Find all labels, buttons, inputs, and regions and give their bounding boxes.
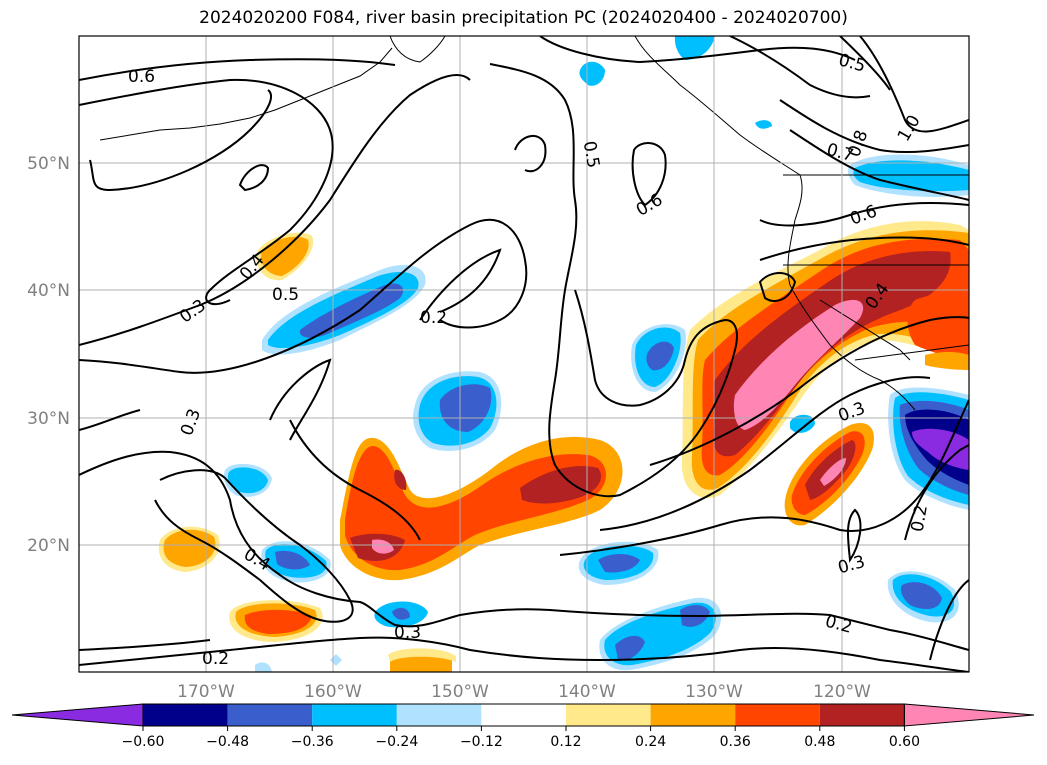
colorbar-tick-label: −0.24 (375, 734, 418, 750)
contour-label: 0.5 (579, 140, 603, 170)
lon-label: 160°W (304, 682, 362, 702)
contour-label: 0.6 (128, 67, 155, 87)
colorbar-tick-label: 0.24 (635, 734, 666, 750)
colorbar-segment (396, 704, 482, 726)
contour-label: 0.5 (836, 50, 867, 76)
contour-label: 0.3 (394, 623, 421, 643)
colorbar-segment (312, 704, 397, 726)
lat-label: 50°N (27, 154, 70, 174)
colorbar-tick-label: −0.36 (291, 734, 334, 750)
contour-label: 0.6 (847, 201, 879, 229)
colorbar-tick-label: −0.60 (122, 734, 165, 750)
plot-frame (78, 35, 970, 673)
colorbar-segment (227, 704, 313, 726)
contour-label: 0.2 (202, 649, 229, 669)
lon-label: 120°W (813, 682, 871, 702)
colorbar-tick-label: 0.48 (804, 734, 835, 750)
contour-label: 0.2 (420, 308, 447, 328)
contour-label: 0.3 (836, 552, 867, 578)
contour-lines (79, 36, 969, 672)
lat-label: 40°N (27, 281, 70, 301)
colorbar-frame (142, 703, 905, 727)
colorbar-segment (143, 704, 228, 726)
contour-label: 0.2 (908, 503, 932, 533)
colorbar-segment (566, 704, 651, 726)
gridlines (79, 36, 969, 672)
lon-label: 140°W (558, 682, 616, 702)
lon-label: 130°W (685, 682, 743, 702)
latitude-labels: 50°N 40°N 30°N 20°N (27, 154, 70, 556)
contour-label: 0.3 (176, 296, 210, 328)
colorbar-segment (819, 704, 905, 726)
colorbar-tick-label: 0.60 (889, 734, 920, 750)
contour-label: 0.3 (177, 406, 205, 438)
colorbar-segment (650, 704, 736, 726)
lat-label: 30°N (27, 409, 70, 429)
colorbar-tick-label: −0.12 (460, 734, 503, 750)
colorbar (11, 703, 1035, 727)
contour-label: 0.5 (272, 285, 299, 305)
lon-label: 150°W (431, 682, 489, 702)
colorbar-ticks: −0.60 −0.48 −0.36 −0.24 −0.12 0.12 0.24 0.36 0.4… (122, 726, 920, 750)
contour-label: 0.3 (836, 398, 868, 426)
longitude-labels: 170°W 160°W 150°W 140°W 130°W 120°W (177, 682, 871, 702)
colorbar-extend-min (11, 703, 144, 727)
colorbar-tick-label: 0.12 (550, 734, 581, 750)
lon-label: 170°W (177, 682, 235, 702)
map-title: 2024020200 F084, river basin precipitati… (199, 8, 848, 28)
colorbar-segment (735, 704, 820, 726)
colorbar-tick-label: 0.36 (720, 734, 751, 750)
contour-label: 0.2 (823, 611, 854, 637)
colorbar-extend-max (903, 703, 1035, 727)
lat-label: 20°N (27, 536, 70, 556)
colorbar-tick-label: −0.48 (206, 734, 249, 750)
colorbar-segment (481, 704, 566, 726)
contour-label: 1.0 (894, 112, 925, 145)
